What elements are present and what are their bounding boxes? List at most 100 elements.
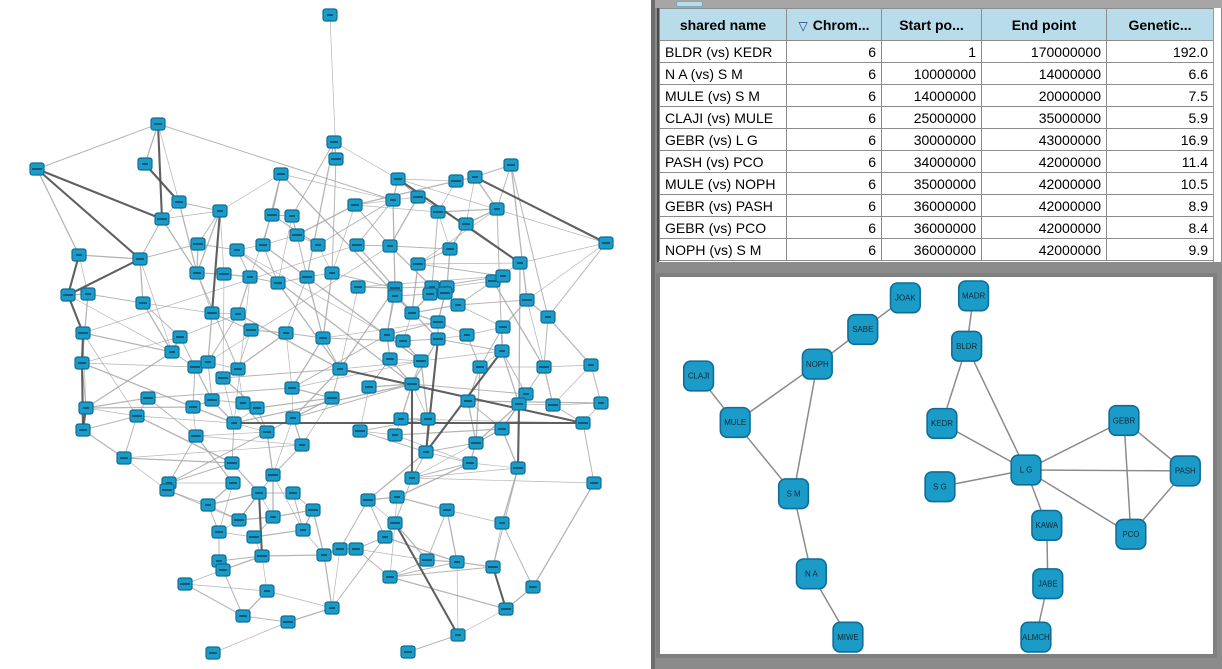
- network-edge[interactable]: [144, 123, 159, 165]
- network-edge[interactable]: [457, 299, 528, 306]
- network-edge[interactable]: [207, 492, 260, 506]
- table-vscroll-track[interactable]: [1213, 8, 1221, 262]
- network-edge[interactable]: [367, 451, 427, 501]
- network-edge[interactable]: [446, 509, 503, 524]
- network-edge[interactable]: [157, 123, 394, 201]
- network-edge[interactable]: [123, 457, 233, 464]
- network-edge[interactable]: [192, 366, 196, 408]
- network-edge[interactable]: [526, 242, 607, 301]
- network-edge[interactable]: [331, 548, 341, 609]
- network-edge[interactable]: [237, 313, 341, 370]
- network-edge[interactable]: [195, 431, 268, 437]
- cell-value[interactable]: 30000000: [881, 128, 982, 151]
- subnetwork-node-NOPH[interactable]: [801, 348, 833, 380]
- network-edge[interactable]: [389, 522, 396, 578]
- cell-shared-name[interactable]: BLDR (vs) KEDR: [659, 40, 787, 63]
- panel-divider[interactable]: [651, 0, 655, 669]
- network-edge[interactable]: [207, 312, 213, 363]
- network-edge[interactable]: [411, 304, 459, 314]
- network-edge[interactable]: [184, 583, 244, 617]
- network-edge[interactable]: [420, 360, 429, 420]
- column-header-start-po-[interactable]: Start po...: [881, 8, 982, 41]
- cell-value[interactable]: 43000000: [981, 128, 1107, 151]
- network-edge[interactable]: [339, 287, 396, 370]
- cell-value[interactable]: 10.5: [1106, 172, 1214, 195]
- network-edge[interactable]: [518, 262, 521, 405]
- network-edge-strong[interactable]: [80, 362, 85, 431]
- table-row[interactable]: NOPH (vs) S M 6 36000000 42000000 9.9: [659, 238, 1214, 261]
- network-edge[interactable]: [354, 204, 391, 247]
- network-edge[interactable]: [280, 173, 394, 201]
- network-edge[interactable]: [253, 529, 304, 538]
- cell-shared-name[interactable]: MULE (vs) S M: [659, 84, 787, 107]
- subnetwork-node-JABE[interactable]: [1032, 568, 1064, 600]
- subnetwork-node-BLDR[interactable]: [951, 330, 983, 362]
- network-edge[interactable]: [219, 173, 282, 212]
- network-edge[interactable]: [222, 368, 341, 379]
- cell-value[interactable]: 170000000: [981, 40, 1107, 63]
- network-edge-strong[interactable]: [156, 123, 164, 220]
- network-edge[interactable]: [178, 201, 198, 274]
- table-row[interactable]: GEBR (vs) PCO 6 36000000 42000000 8.4: [659, 216, 1214, 239]
- cell-value[interactable]: 192.0: [1106, 40, 1214, 63]
- subnetwork-node-JOAK[interactable]: [889, 282, 921, 314]
- subnetwork-node-SM[interactable]: [777, 478, 810, 510]
- cell-value[interactable]: 36000000: [881, 216, 982, 239]
- network-edge[interactable]: [291, 334, 388, 389]
- network-edge[interactable]: [81, 362, 196, 368]
- cell-shared-name[interactable]: N A (vs) S M: [659, 62, 787, 85]
- network-edge[interactable]: [333, 141, 399, 180]
- network-edge[interactable]: [272, 474, 304, 531]
- network-edge[interactable]: [231, 422, 235, 464]
- network-edge[interactable]: [184, 583, 268, 592]
- network-edge-strong[interactable]: [210, 210, 222, 314]
- network-edge-strong[interactable]: [394, 522, 459, 636]
- network-edge[interactable]: [207, 245, 391, 363]
- table-row[interactable]: GEBR (vs) PASH 6 36000000 42000000 8.9: [659, 194, 1214, 217]
- network-edge[interactable]: [425, 442, 477, 453]
- network-edge[interactable]: [492, 280, 545, 368]
- cell-value[interactable]: 6: [786, 194, 882, 217]
- network-edge[interactable]: [479, 326, 504, 368]
- network-edge-strong[interactable]: [67, 258, 141, 296]
- network-edge[interactable]: [266, 590, 333, 609]
- cell-value[interactable]: 10000000: [881, 62, 982, 85]
- network-edge[interactable]: [139, 218, 163, 260]
- table-row[interactable]: MULE (vs) S M 6 14000000 20000000 7.5: [659, 84, 1214, 107]
- network-edge[interactable]: [312, 509, 325, 556]
- subnetwork-node-SABE[interactable]: [847, 313, 879, 346]
- subnetwork-edge[interactable]: [1025, 469, 1132, 535]
- table-row[interactable]: PASH (vs) PCO 6 34000000 42000000 11.4: [659, 150, 1214, 173]
- network-edge-strong[interactable]: [474, 176, 607, 244]
- network-edge[interactable]: [85, 351, 173, 409]
- cell-value[interactable]: 8.9: [1106, 194, 1214, 217]
- subnetwork-node-NA[interactable]: [795, 558, 827, 590]
- cell-shared-name[interactable]: MULE (vs) NOPH: [659, 172, 787, 195]
- main-network-canvas[interactable]: [0, 0, 653, 669]
- cell-value[interactable]: 14000000: [881, 84, 982, 107]
- subnetwork-node-ALMCH[interactable]: [1020, 621, 1052, 653]
- network-edge[interactable]: [123, 444, 303, 459]
- sub-network-panel[interactable]: JOAK SABE NOPH CLAJI MULE S M N A MIWE MADR BLDR K…: [656, 273, 1217, 658]
- network-edge[interactable]: [296, 204, 356, 236]
- network-edge[interactable]: [291, 360, 422, 389]
- network-edge[interactable]: [222, 569, 244, 617]
- network-edge[interactable]: [417, 263, 504, 277]
- network-edge[interactable]: [396, 462, 471, 498]
- network-edge[interactable]: [82, 332, 173, 353]
- network-edge[interactable]: [456, 561, 459, 636]
- network-edge[interactable]: [411, 263, 419, 314]
- scrollbar-thumb[interactable]: [676, 1, 703, 7]
- network-edge[interactable]: [359, 418, 429, 432]
- cell-value[interactable]: 42000000: [981, 150, 1107, 173]
- column-header-end-point[interactable]: End point: [981, 8, 1107, 41]
- network-edge[interactable]: [196, 210, 221, 274]
- network-edge[interactable]: [322, 272, 333, 339]
- network-edge[interactable]: [411, 462, 471, 479]
- network-edge[interactable]: [195, 435, 234, 484]
- network-edge[interactable]: [285, 332, 293, 389]
- network-edge[interactable]: [142, 302, 173, 353]
- network-edge[interactable]: [446, 509, 458, 563]
- cell-shared-name[interactable]: CLAJI (vs) MULE: [659, 106, 787, 129]
- subnetwork-edge[interactable]: [792, 363, 819, 494]
